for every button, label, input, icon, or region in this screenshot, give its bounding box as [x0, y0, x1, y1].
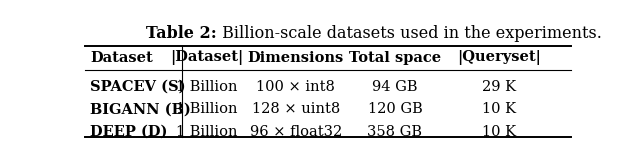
Text: BIGANN (B): BIGANN (B): [90, 102, 191, 116]
Text: DEEP (D): DEEP (D): [90, 125, 167, 139]
Text: 120 GB: 120 GB: [367, 102, 422, 116]
Text: 96 × float32: 96 × float32: [250, 125, 342, 139]
Text: 10 K: 10 K: [482, 125, 516, 139]
Text: 100 × int8: 100 × int8: [257, 80, 335, 94]
Text: |Queryset|: |Queryset|: [457, 50, 541, 65]
Text: Table 2:: Table 2:: [146, 25, 217, 42]
Text: 128 × uint8: 128 × uint8: [252, 102, 340, 116]
Text: 94 GB: 94 GB: [372, 80, 418, 94]
Text: |Dataset|: |Dataset|: [170, 50, 243, 65]
Text: 10 K: 10 K: [482, 102, 516, 116]
Text: 358 GB: 358 GB: [367, 125, 422, 139]
Text: 1 Billion: 1 Billion: [176, 80, 237, 94]
Text: Billion-scale datasets used in the experiments.: Billion-scale datasets used in the exper…: [217, 25, 602, 42]
Text: 1 Billion: 1 Billion: [176, 102, 237, 116]
Text: SPACEV (S): SPACEV (S): [90, 80, 186, 94]
Text: Dimensions: Dimensions: [248, 51, 344, 65]
Text: Dataset: Dataset: [90, 51, 153, 65]
Text: 1 Billion: 1 Billion: [176, 125, 237, 139]
Text: Total space: Total space: [349, 51, 441, 65]
Text: 29 K: 29 K: [482, 80, 516, 94]
